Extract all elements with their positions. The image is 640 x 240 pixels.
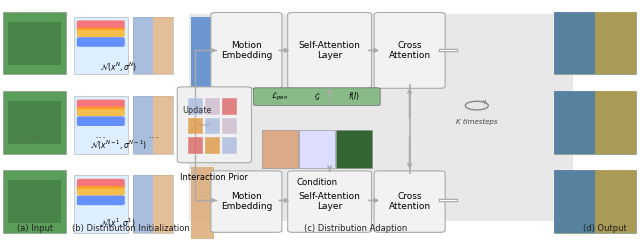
FancyBboxPatch shape: [77, 100, 125, 109]
Text: (d) Output: (d) Output: [583, 224, 627, 233]
Text: Interaction Prior: Interaction Prior: [180, 173, 248, 182]
Bar: [74, 96, 128, 154]
Bar: [336, 130, 372, 168]
Text: (b) Distribution Initialization: (b) Distribution Initialization: [72, 224, 190, 233]
Text: $\mathcal{G}$: $\mathcal{G}$: [314, 91, 320, 102]
Text: Self-Attention
Layer: Self-Attention Layer: [299, 41, 360, 60]
Bar: [554, 91, 636, 154]
Bar: [153, 175, 173, 233]
Text: ...: ...: [95, 128, 106, 141]
Bar: [74, 175, 128, 233]
Bar: [133, 96, 173, 154]
Bar: [8, 22, 61, 65]
Text: Cross
Attention: Cross Attention: [388, 41, 431, 60]
FancyBboxPatch shape: [77, 179, 125, 188]
FancyBboxPatch shape: [77, 186, 125, 196]
FancyBboxPatch shape: [374, 12, 445, 88]
Bar: [205, 137, 220, 154]
Text: Condition: Condition: [296, 178, 337, 187]
Bar: [299, 130, 335, 168]
Bar: [595, 91, 636, 154]
Text: $\mathcal{L}_{pen}$: $\mathcal{L}_{pen}$: [271, 90, 288, 102]
Text: Motion
Embedding: Motion Embedding: [221, 192, 272, 211]
Bar: [153, 96, 173, 154]
FancyBboxPatch shape: [77, 37, 125, 47]
Bar: [188, 98, 203, 115]
Bar: [205, 118, 220, 134]
Bar: [191, 17, 214, 89]
Bar: [3, 170, 66, 233]
FancyBboxPatch shape: [77, 196, 125, 205]
Bar: [133, 175, 173, 233]
Text: (a) Input: (a) Input: [17, 224, 53, 233]
Text: $f(I)$: $f(I)$: [348, 90, 360, 102]
FancyBboxPatch shape: [177, 87, 252, 163]
Bar: [554, 12, 636, 74]
FancyBboxPatch shape: [288, 12, 371, 88]
Bar: [554, 91, 595, 154]
Bar: [222, 98, 237, 115]
Bar: [8, 101, 61, 144]
Bar: [74, 17, 128, 74]
Text: Self-Attention
Layer: Self-Attention Layer: [299, 192, 360, 211]
Bar: [3, 12, 66, 74]
Bar: [189, 14, 573, 221]
Text: ...: ...: [29, 128, 41, 141]
FancyBboxPatch shape: [288, 171, 371, 232]
Bar: [3, 91, 66, 154]
Bar: [222, 137, 237, 154]
FancyBboxPatch shape: [253, 88, 380, 105]
Bar: [554, 12, 595, 74]
Bar: [191, 167, 214, 239]
FancyBboxPatch shape: [77, 116, 125, 126]
Bar: [133, 17, 173, 74]
Bar: [595, 12, 636, 74]
Text: Update: Update: [182, 106, 211, 115]
Text: (c) Distribution Adaption: (c) Distribution Adaption: [303, 224, 407, 233]
Bar: [8, 180, 61, 223]
Bar: [554, 170, 595, 233]
Text: ...: ...: [148, 128, 159, 141]
FancyBboxPatch shape: [211, 171, 282, 232]
Text: $\mathcal{N}(x^{N-1}, \sigma^{N-1})$: $\mathcal{N}(x^{N-1}, \sigma^{N-1})$: [90, 138, 147, 152]
Bar: [554, 170, 636, 233]
Bar: [188, 137, 203, 154]
Bar: [595, 170, 636, 233]
Text: Cross
Attention: Cross Attention: [388, 192, 431, 211]
Bar: [133, 96, 153, 154]
Text: Motion
Embedding: Motion Embedding: [221, 41, 272, 60]
FancyBboxPatch shape: [77, 20, 125, 30]
Text: $\mathcal{N}(x^N, \sigma^N)$: $\mathcal{N}(x^N, \sigma^N)$: [100, 60, 137, 74]
Bar: [188, 118, 203, 134]
Text: K timesteps: K timesteps: [456, 119, 497, 126]
FancyBboxPatch shape: [211, 12, 282, 88]
Bar: [153, 17, 173, 74]
Bar: [205, 98, 220, 115]
Bar: [222, 118, 237, 134]
FancyBboxPatch shape: [77, 28, 125, 37]
FancyBboxPatch shape: [77, 107, 125, 116]
FancyBboxPatch shape: [374, 171, 445, 232]
Text: $\mathcal{N}(x^1, \sigma^1)$: $\mathcal{N}(x^1, \sigma^1)$: [100, 216, 136, 230]
Bar: [262, 130, 298, 168]
Bar: [133, 175, 153, 233]
Bar: [133, 17, 153, 74]
